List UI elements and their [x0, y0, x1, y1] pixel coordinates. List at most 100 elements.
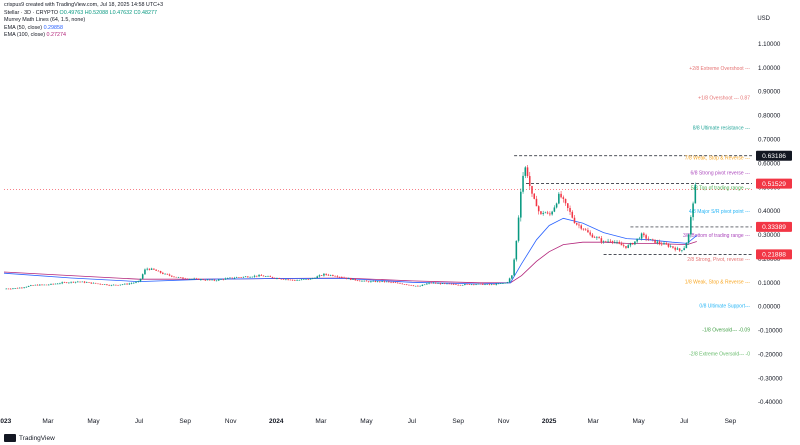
candle-body: [383, 281, 386, 282]
candle-body: [432, 282, 435, 284]
candle-body: [27, 285, 30, 287]
candle-body: [589, 232, 591, 235]
x-tick-label: Nov: [498, 418, 510, 425]
y-tick-label: -0.10000: [758, 328, 783, 335]
candle-body: [656, 241, 659, 243]
candle-body: [484, 284, 486, 285]
candle-body: [126, 283, 128, 285]
candle-body: [379, 281, 381, 282]
candle-body: [106, 284, 108, 286]
ema50-label[interactable]: EMA (50, close): [4, 24, 43, 31]
candle-body: [88, 282, 90, 283]
candle-body: [511, 275, 513, 279]
candle-body: [175, 276, 178, 278]
candle-body: [39, 284, 41, 286]
brand-name: TradingView: [19, 434, 55, 442]
candle-body: [43, 284, 46, 286]
indicator-murrey[interactable]: Murrey Math Lines (64, 1.5, none): [4, 17, 86, 24]
candle-body: [687, 234, 690, 243]
x-tick-label: May: [87, 418, 100, 425]
candle-body: [591, 234, 594, 238]
candle-body: [515, 240, 518, 260]
ohlc-values: O0.49763 H0.52088 L0.47632 C0.48277: [59, 9, 157, 16]
candle-body: [110, 284, 113, 286]
candle-body: [542, 212, 544, 214]
y-tick-label: 1.00000: [758, 65, 781, 72]
y-tick-label: 0.40000: [758, 208, 781, 215]
candle-body: [5, 288, 8, 290]
candle-body: [108, 285, 110, 286]
candle-body: [361, 280, 363, 282]
candle-body: [403, 284, 406, 285]
ema100-label[interactable]: EMA (100, close): [4, 32, 46, 39]
candle-body: [103, 284, 106, 285]
candle-body: [645, 235, 647, 239]
candle-body: [381, 281, 383, 282]
price-badge-label: 0.21888: [762, 252, 786, 259]
candle-body: [620, 243, 623, 246]
candle-body: [213, 279, 216, 281]
candle-body: [499, 283, 502, 284]
price-badge: [756, 221, 792, 232]
murrey-level-label: 8/8 Ultimate resistance ---: [693, 126, 751, 132]
x-tick-label: Mar: [588, 418, 600, 425]
candle-body: [473, 284, 475, 285]
candle-body: [580, 225, 583, 229]
candle-body: [12, 288, 14, 290]
symbol-label[interactable]: Stellar · 3D · CRYPTO: [4, 9, 59, 16]
candle-body: [264, 276, 267, 277]
candle-body: [423, 284, 426, 286]
candle-body: [394, 282, 397, 284]
candle-body: [115, 284, 117, 286]
candle-body: [311, 278, 314, 279]
candle-body: [7, 288, 10, 290]
candle-body: [329, 275, 332, 276]
y-tick-label: -0.20000: [758, 351, 783, 358]
x-tick-label: Jul: [408, 418, 417, 425]
candle-body: [613, 242, 616, 243]
candle-body: [399, 282, 401, 284]
y-tick-label: -0.40000: [758, 399, 783, 406]
candle-body: [464, 284, 466, 286]
candle-body: [347, 278, 350, 279]
candle-body: [128, 283, 131, 285]
tradingview-logo-icon: [4, 434, 16, 442]
candle-body: [358, 280, 361, 282]
candle-body: [258, 275, 260, 277]
candle-body: [363, 280, 365, 282]
candle-body: [681, 250, 683, 251]
candle-body: [179, 277, 182, 278]
candle-body: [155, 269, 157, 271]
candle-body: [25, 286, 28, 288]
candle-body: [546, 212, 549, 214]
candle-body: [544, 212, 547, 214]
candle-body: [132, 282, 135, 284]
x-tick-label: 2024: [269, 418, 284, 425]
candle-body: [92, 282, 95, 284]
candle-body: [32, 285, 34, 286]
y-tick-label: 0.10000: [758, 280, 781, 287]
candle-body: [90, 282, 93, 284]
candle-body: [309, 278, 312, 280]
candle-body: [569, 207, 571, 212]
murrey-level-label: 2/8 Strong, Pivot, reverse ---: [687, 257, 750, 263]
candle-body: [654, 239, 656, 243]
candle-body: [647, 238, 650, 240]
price-badge-label: 0.63186: [762, 153, 786, 160]
candle-body: [52, 283, 55, 285]
candle-body: [582, 228, 585, 230]
candle-body: [567, 203, 569, 208]
candle-body: [325, 273, 327, 275]
candle-body: [166, 273, 169, 275]
murrey-level-label: +2/8 Extreme Overshoot ---: [689, 66, 750, 72]
candle-body: [678, 248, 681, 251]
price-badge: [756, 150, 792, 161]
candle-body: [616, 242, 618, 243]
ema100-value: 0.27274: [46, 32, 67, 39]
x-tick-label: May: [633, 418, 646, 425]
candle-body: [294, 280, 296, 281]
candle-body: [457, 284, 459, 286]
candle-body: [74, 281, 77, 283]
candle-body: [282, 279, 285, 280]
